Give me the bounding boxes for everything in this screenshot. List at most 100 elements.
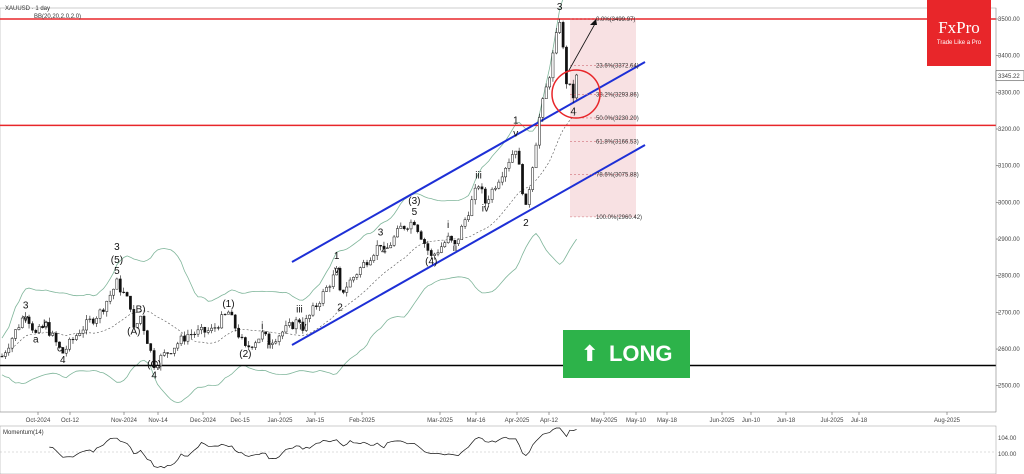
candle-body [328,286,332,288]
wave-label: iv [482,204,489,215]
momentum-panel: 104.00 100.00 [0,425,1017,474]
candle-body [453,240,457,244]
candle-body [487,199,491,204]
candle-body [406,228,409,230]
date-tick-label: Jan-2025 [267,418,293,424]
candle-body [213,327,217,329]
candle-body [402,225,406,230]
candle-body [0,356,4,358]
candle-body [125,292,129,297]
candle-body [443,242,447,248]
candle-body [149,343,153,351]
date-tick-label: May-18 [657,418,678,424]
fib-label: 38.2%(3293.86) [596,93,639,99]
wave-label: (C) [147,359,161,370]
candle-body [338,268,342,291]
candle-body [450,235,453,241]
current-price-box [995,70,1024,82]
fib-label: 23.6%(3372.64) [596,64,639,70]
candle-body [200,326,203,331]
candle-body [524,193,528,205]
candle-body [68,338,71,350]
axes: 3500.00 3400.00 3300.00 3200.00 3100.00 3000.… [0,8,1024,424]
candle-body [24,316,28,319]
candle-body [264,331,267,335]
candle-body [250,346,254,348]
price-tick-label: 3000.00 [998,200,1020,206]
candle-body [186,334,190,342]
current-price-label: 3345.22 [998,74,1020,80]
wave-label: 4 [60,355,66,366]
candle-body [294,319,298,330]
candle-body [409,221,413,230]
wave-label: 5 [412,207,418,218]
candle-body [470,199,474,216]
date-tick-label: Apr-2025 [505,418,530,424]
candle-body [426,243,430,251]
candle-body [34,329,38,333]
candle-body [511,154,514,163]
candle-body [203,326,207,333]
candle-body [64,348,68,354]
wave-label: b [43,319,49,330]
candle-body [467,215,470,220]
middle-band [1,112,577,357]
date-tick-label: Mar-2025 [427,418,453,424]
fib-label: 100.0%(2960.42) [596,215,642,221]
candle-body [531,167,535,190]
wave-label: ii [267,340,271,351]
candle-body [369,260,372,266]
candle-body [139,315,142,324]
candle-body [31,323,34,331]
candle-body [166,352,169,354]
date-tick-label: Feb-2025 [349,418,375,424]
candle-body [132,309,136,328]
fibonacci-labels: 0.0%(3499.97) 23.6%(3372.64) 38.2%(3293.86… [551,17,642,221]
candle-body [220,314,224,329]
candle-body [183,335,186,342]
candle-body [105,300,109,312]
momentum-frame [0,425,997,474]
candle-body [477,186,480,189]
wave-label: c [57,344,62,355]
candle-body [423,239,426,244]
candle-body [129,295,132,310]
candle-body [4,352,7,357]
candle-body [413,221,416,226]
candle-body [534,144,538,169]
candle-body [61,347,65,354]
candle-body [41,326,44,329]
channel-upper-line [291,61,646,263]
wave-label: (3) [408,196,420,207]
candle-body [156,365,159,368]
candle-body [507,161,511,169]
candle-body [85,319,88,331]
candle-body [429,250,433,256]
candle-body [81,329,85,334]
candle-body [173,347,176,354]
candle-body [108,294,112,302]
candle-body [189,334,193,336]
candle-body [335,268,338,276]
fib-label: 61.8%(3166.53) [596,139,639,145]
candle-body [47,322,51,336]
candle-body [145,330,149,344]
wave-label: v [334,265,339,276]
candle-body [433,253,436,256]
candle-body [372,255,376,261]
date-tick-label: Jun-18 [777,418,796,424]
lower-band [1,232,577,404]
wave-label: i [261,321,263,332]
candle-body [10,338,14,349]
wave-label: 1 [334,251,340,262]
channel-lower-line [291,144,646,346]
date-tick-label: Jan-15 [306,418,325,424]
indicator-label: BB(20,20,2.0,2.0) [34,14,81,20]
wave-label: (2) [239,349,251,360]
candle-body [91,318,95,324]
candle-body [281,331,284,337]
candle-body [51,332,55,336]
candle-body [304,318,308,331]
candle-body [396,228,399,238]
candle-body [277,335,281,342]
